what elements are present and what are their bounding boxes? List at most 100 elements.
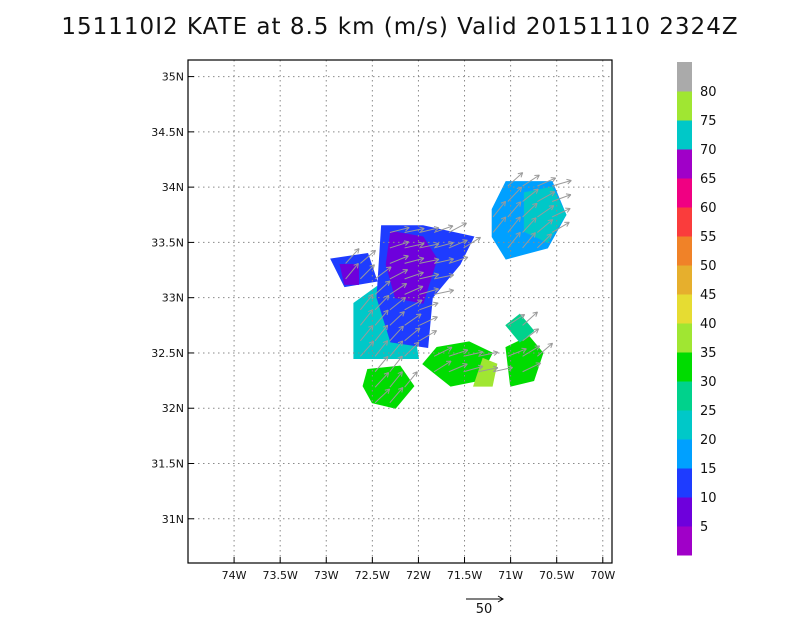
wind-vector	[389, 282, 408, 295]
wind-vector	[374, 309, 389, 326]
wind-vector	[551, 193, 572, 202]
wind-vector	[374, 388, 391, 404]
wind-vector	[492, 200, 507, 218]
wind-vector	[507, 313, 526, 326]
wind-vector	[404, 327, 421, 342]
colorbar-swatch-8	[677, 294, 692, 324]
wind-vector	[404, 341, 420, 357]
x-tick-label: 72W	[406, 569, 431, 582]
wind-vector	[389, 311, 405, 326]
wind-vector	[478, 365, 499, 373]
wind-vector	[433, 257, 454, 264]
colorbar-swatch-13	[677, 149, 692, 179]
wind-vector	[507, 231, 521, 249]
wind-vector	[551, 178, 572, 187]
x-tick-label: 73.5W	[262, 569, 297, 582]
colorbar-swatch-3	[677, 439, 692, 469]
chart-title: 151110I2 KATE at 8.5 km (m/s) Valid 2015…	[61, 14, 739, 40]
colorbar-swatch-6	[677, 352, 692, 382]
colorbar-swatch-1	[677, 497, 692, 527]
colorbar-label: 80	[700, 85, 717, 100]
wind-vector	[522, 202, 538, 218]
colorbar-swatch-16	[677, 62, 692, 92]
colorbar-label: 10	[700, 491, 717, 506]
wind-vector	[492, 216, 507, 233]
x-tick-label: 70W	[590, 569, 615, 582]
colorbar-swatch-4	[677, 410, 692, 440]
wind-vector	[434, 272, 455, 280]
wind-vector	[433, 346, 453, 357]
x-tick-label: 70.5W	[539, 569, 574, 582]
wind-vector	[389, 325, 404, 342]
reference-label: 50	[476, 602, 493, 617]
y-tick-label: 31N	[162, 513, 184, 526]
wind-vector	[419, 272, 440, 280]
wind-speed-field	[330, 181, 567, 409]
colorbar-label: 55	[700, 230, 717, 245]
wind-vector	[389, 269, 409, 280]
wind-vector	[389, 340, 404, 357]
wind-vector	[345, 263, 359, 280]
wind-vector	[419, 287, 439, 295]
wind-vector	[374, 372, 390, 388]
wind-vector	[404, 256, 425, 264]
wind-vector	[404, 371, 418, 388]
wind-vector	[434, 288, 455, 295]
wind-vector	[345, 248, 360, 264]
wind-vector	[507, 186, 523, 202]
wind-vector	[522, 362, 542, 373]
y-tick-label: 32N	[162, 402, 184, 415]
wind-vector	[419, 316, 438, 326]
wind-vector	[419, 226, 440, 233]
wind-vector	[419, 257, 440, 264]
y-tick-label: 33.5N	[151, 236, 184, 249]
y-tick-label: 33N	[162, 292, 184, 305]
y-tick-label: 32.5N	[151, 347, 184, 360]
colorbar-swatch-11	[677, 207, 692, 237]
colorbar-label: 45	[700, 288, 717, 303]
wind-vector	[522, 328, 540, 342]
wind-vector	[537, 219, 554, 233]
colorbar-swatch-15	[677, 91, 692, 121]
wind-vector	[551, 207, 571, 218]
wind-vector	[374, 266, 392, 280]
wind-vector	[463, 350, 484, 357]
x-axis-ticks: 74W 73.5W 73W 72.5W 72W 71.5W 71W 70.5W 70W	[222, 557, 615, 582]
x-tick-label: 72.5W	[355, 569, 390, 582]
colorbar-label: 15	[700, 462, 717, 477]
wind-vector	[478, 350, 499, 357]
wind-vector	[551, 221, 570, 233]
wind-vector	[374, 324, 389, 342]
wind-vector	[507, 172, 524, 187]
x-tick-label: 71W	[498, 569, 523, 582]
x-tick-label: 74W	[222, 569, 247, 582]
wind-vector	[389, 254, 409, 264]
wind-vector	[522, 188, 539, 202]
wind-vector	[448, 222, 467, 233]
wind-vector	[536, 233, 553, 249]
x-tick-label: 71.5W	[447, 569, 482, 582]
colorbar-label: 35	[700, 346, 717, 361]
y-tick-label: 34.5N	[151, 126, 184, 139]
wind-vector	[374, 340, 389, 357]
wind-vector	[360, 249, 377, 264]
speed-region-6	[523, 186, 567, 244]
wind-vector	[419, 330, 438, 342]
colorbar-swatch-2	[677, 468, 692, 498]
y-axis-ticks: 31N 31.5N 32N 32.5N 33N 33.5N 34N 34.5N 35N	[151, 71, 194, 526]
wind-vector	[404, 241, 425, 249]
colorbar-swatch-12	[677, 178, 692, 208]
y-tick-label: 35N	[162, 71, 184, 84]
colorbar-swatch-5	[677, 381, 692, 411]
wind-vector	[448, 239, 468, 249]
wind-vector	[522, 311, 538, 326]
y-tick-label: 34N	[162, 181, 184, 194]
reference-vector: 50	[466, 595, 504, 617]
x-tick-label: 73W	[314, 569, 339, 582]
wind-vector	[537, 342, 554, 357]
wind-vector	[389, 387, 404, 404]
speed-region-7	[362, 365, 415, 409]
wind-vector	[522, 232, 536, 249]
wind-vector	[537, 177, 557, 187]
